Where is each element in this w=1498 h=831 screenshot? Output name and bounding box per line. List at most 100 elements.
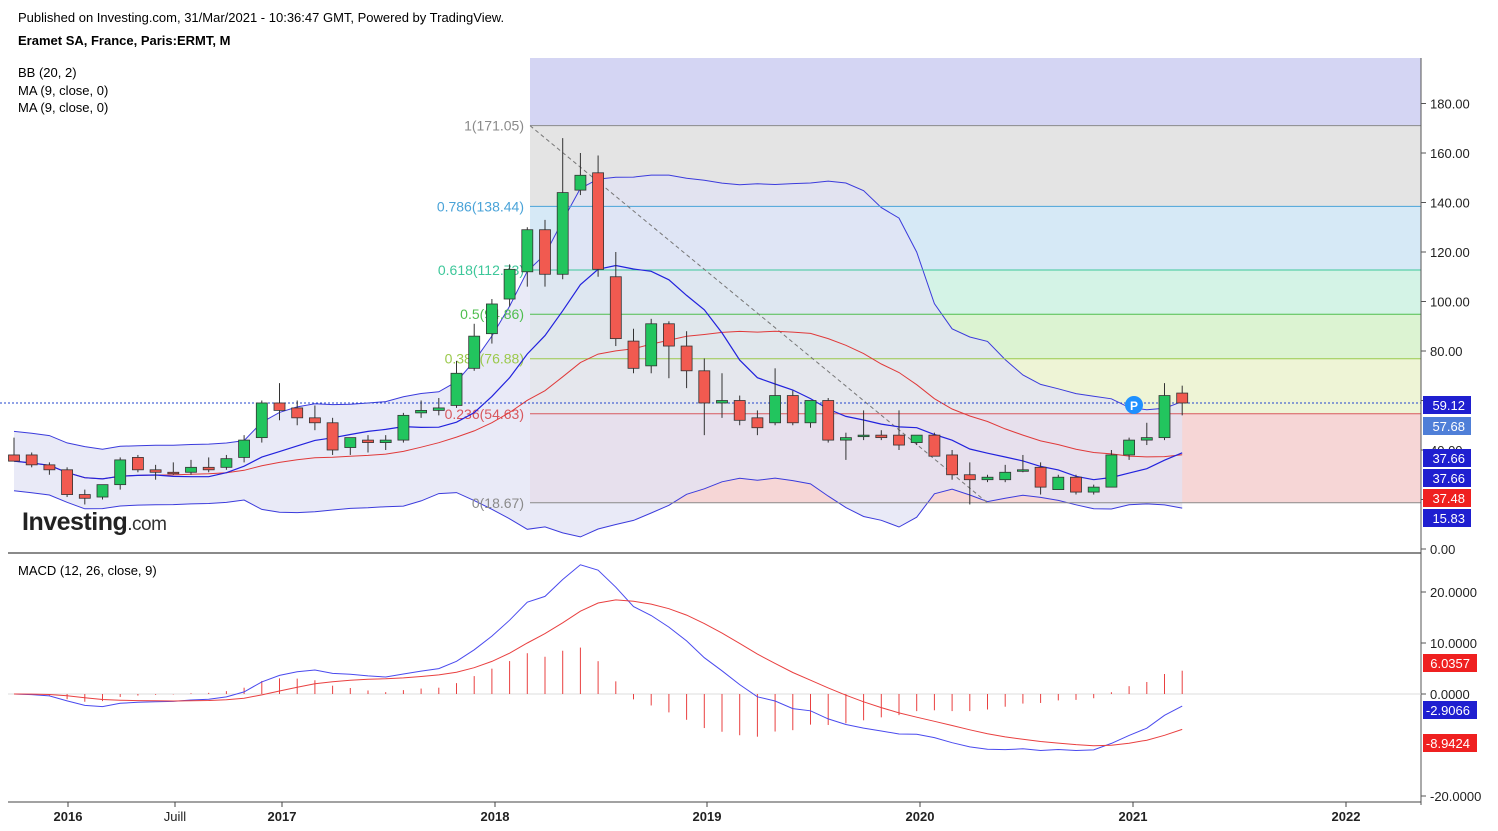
candle-body [114,459,127,486]
candle-body [131,457,144,471]
fib-level-label: 1(171.05) [464,118,524,134]
time-tick-label: 2018 [481,809,510,824]
candle-body [946,454,958,476]
macd-badge: 6.0357 [1423,654,1477,672]
candle-body [928,434,941,457]
candle [928,432,941,457]
candle-body [1052,476,1065,491]
candle [574,153,587,196]
candle-body [592,172,604,270]
macd-badge-label: 6.0357 [1430,656,1470,671]
fib-top-band [530,58,1421,126]
price-tick-label: 0.00 [1430,542,1455,557]
candle-body [733,400,746,421]
candle-body [167,471,180,475]
candle [981,474,994,483]
time-tick-label: Juill [164,809,187,824]
candle-body [450,372,463,406]
candle-body [1105,454,1118,488]
candle [946,450,958,480]
price-badge-label: 15.83 [1432,511,1465,526]
candle-body [645,323,658,367]
p-marker-icon: P [1125,396,1143,414]
candle [1123,437,1135,460]
investing-logo: Investing.com [22,508,167,537]
price-badge-bg [1423,489,1471,507]
candle-body [78,494,91,499]
candle [131,454,144,473]
candle-body [786,395,799,424]
p-marker-circle [1125,396,1143,414]
candle [857,410,870,441]
candle [539,219,551,287]
candle [185,459,197,475]
candle [149,464,162,480]
candle-body [344,437,357,448]
price-badge: 57.68 [1423,417,1471,435]
candle [25,452,38,468]
candle-body [202,466,215,471]
candle-body [1158,395,1171,439]
symbol-title: Eramet SA, France, Paris:ERMT, M [18,33,231,48]
macd-tick-label: 10.0000 [1430,636,1477,651]
candle [592,155,604,277]
indicator-ma-label-2: MA (9, close, 0) [18,100,109,115]
time-tick-label: 2021 [1119,809,1148,824]
candle [1052,474,1065,491]
candle [96,484,109,500]
candle [415,400,428,418]
candle [8,437,20,462]
candle [291,400,304,426]
candle [521,227,534,287]
candle-body [1034,466,1047,488]
candle-body [751,417,764,429]
candle-body [255,402,268,439]
price-badge-label: 37.66 [1432,471,1465,486]
macd-tick-label: -20.0000 [1430,789,1481,804]
p-marker-label: P [1130,399,1138,413]
candle-body [149,469,162,473]
price-badge-bg [1423,469,1471,487]
candle [804,400,817,428]
candle-body [1070,476,1082,493]
candle [1158,383,1171,441]
logo-suffix: .com [127,514,167,535]
candle [716,373,728,418]
candle [468,323,481,371]
candle [1087,484,1100,495]
bollinger-lower-line [13,477,1183,538]
price-tick-label: 160.00 [1430,146,1470,161]
candle-body [43,464,56,471]
price-badge: 37.48 [1423,489,1471,507]
candle [255,400,268,443]
candle-body [432,407,445,411]
price-tick-label: 140.00 [1430,196,1470,211]
price-tick-label: 80.00 [1430,344,1463,359]
candle [326,417,339,455]
macd-badge-bg [1423,734,1477,752]
candle-body [1140,437,1153,441]
candle [362,435,374,453]
candle [680,331,693,389]
candle [238,435,251,463]
candle-body [840,437,852,441]
candle-body [8,454,20,462]
candle-body [468,335,481,369]
candle [202,457,215,473]
price-badge-label: 57.68 [1432,419,1465,434]
candle [1176,385,1189,416]
candle-body [539,229,551,275]
candle [769,368,781,426]
candle-body [61,469,73,495]
candle [1070,474,1082,495]
candle [397,412,410,443]
candle-body [96,484,109,498]
candle [910,434,923,446]
candle-body [291,407,304,419]
candle [822,398,835,443]
fib-level-label: 0.618(112.73) [438,262,524,278]
candle [645,318,658,374]
macd-badge: -8.9424 [1423,734,1477,752]
price-badge: 15.83 [1423,509,1471,527]
